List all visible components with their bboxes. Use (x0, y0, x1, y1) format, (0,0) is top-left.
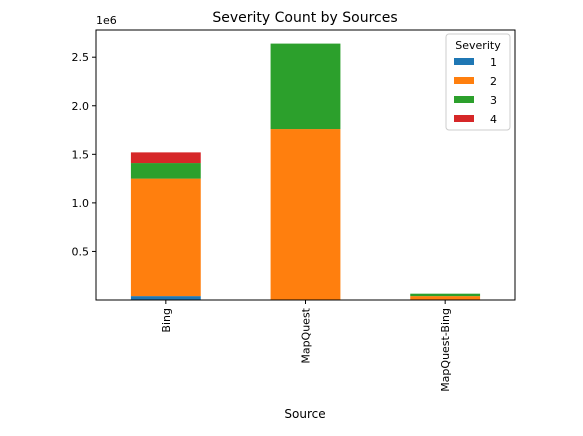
y-axis: 0.5 1.0 1.5 2.0 2.5 (72, 51, 96, 258)
legend-title: Severity (455, 39, 501, 52)
y-axis-offset-label: 1e6 (96, 14, 117, 27)
y-tick-label: 0.5 (72, 245, 90, 258)
y-tick-label: 1.0 (72, 197, 90, 210)
bar-mapquest-severity-2 (270, 129, 341, 300)
legend-swatch-severity-2 (454, 77, 474, 84)
chart-title: Severity Count by Sources (212, 10, 397, 26)
bar-stacks (130, 43, 481, 300)
y-tick-label: 1.5 (72, 148, 90, 161)
bar-bing-severity-3 (130, 163, 201, 179)
plot-frame (95, 29, 516, 301)
bar-bing-severity-1 (130, 296, 201, 300)
bar-bing-severity-2 (130, 178, 201, 297)
x-tick-label: Bing (160, 308, 173, 333)
x-axis-label: Source (284, 407, 325, 421)
bar-mapquest-bing-severity-3 (410, 293, 481, 297)
x-axis: Bing MapQuest MapQuest-Bing (160, 300, 452, 392)
legend-label-severity-4: 4 (490, 113, 497, 126)
legend-swatch-severity-1 (454, 58, 474, 65)
legend: Severity 1 2 3 4 (445, 33, 511, 131)
bar-bing-severity-4 (130, 152, 201, 164)
legend-label-severity-2: 2 (490, 75, 497, 88)
y-tick-label: 2.0 (72, 100, 90, 113)
bar-mapquest-severity-3 (270, 43, 341, 130)
x-tick-label: MapQuest-Bing (439, 308, 452, 392)
x-tick-label: MapQuest (300, 307, 313, 363)
legend-swatch-severity-4 (454, 115, 474, 122)
legend-label-severity-3: 3 (490, 94, 497, 107)
legend-label-severity-1: 1 (490, 56, 497, 69)
y-tick-label: 2.5 (72, 51, 90, 64)
bar-mapquest-bing-severity-2 (410, 296, 481, 300)
legend-swatch-severity-3 (454, 96, 474, 103)
